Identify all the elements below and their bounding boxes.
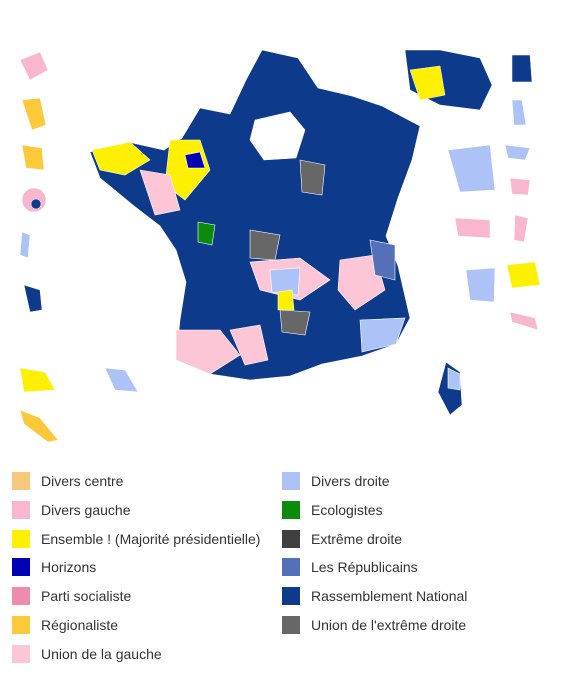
legend-label: Ecologistes [311,501,383,518]
territory [409,65,446,101]
legend-swatch [282,587,300,606]
legend-label: Les Républicains [311,559,418,576]
legend-item: Divers gauche [12,499,131,521]
region [229,324,269,366]
territory [506,261,541,289]
territory [454,217,491,239]
territory [513,214,529,243]
legend-swatch [12,644,30,663]
legend-item: Les Républicains [282,556,418,578]
region [299,159,326,196]
legend-swatch [282,529,300,548]
legend-label: Divers gauche [41,501,131,518]
legend-swatch [282,472,300,490]
region [447,367,461,391]
legend-swatch [12,616,30,634]
region [359,317,406,353]
region [175,329,241,375]
legend-item: Horizons [12,556,96,578]
territory [19,409,59,443]
legend-item: Parti socialiste [12,585,131,607]
territory [509,177,531,196]
region [91,141,151,176]
territory [511,54,533,83]
territory [19,367,56,393]
region [184,151,206,169]
territory [511,99,527,126]
territory [465,267,496,303]
region [279,309,311,336]
map [19,49,541,443]
region [249,229,281,261]
territory [104,367,139,393]
legend-item: Ecologistes [282,499,383,521]
legend-item: Extrême droite [282,528,402,550]
legend-label: Union de la gauche [41,645,162,662]
legend-label: Parti socialiste [41,588,132,605]
region [139,169,181,216]
legend: Divers centre Divers gauche Ensemble ! (Ma… [0,466,563,676]
legend-label: Horizons [41,559,97,576]
legend-item: Divers droite [282,470,390,492]
legend-label: Union de l'extrême droite [311,617,467,633]
territory [447,144,496,193]
legend-item: Divers centre [12,470,123,492]
legend-label: Rassemblement National [311,588,468,605]
france [89,49,421,381]
territory [30,198,42,210]
legend-swatch [12,558,30,577]
legend-item: Régionaliste [12,614,118,636]
region [197,221,216,246]
territory [509,311,539,331]
legend-label: Extrême droite [311,530,403,547]
territory [504,144,531,161]
legend-swatch [282,616,300,634]
legend-item: Ensemble ! (Majorité présidentielle) [12,528,260,550]
legend-label: Régionaliste [41,617,119,633]
legend-item: Union de l'extrême droite [282,614,466,636]
legend-swatch [12,500,30,519]
legend-swatch [12,587,30,606]
legend-swatch [12,529,30,548]
legend-swatch [282,558,300,577]
region [337,254,386,311]
paris [249,111,306,161]
overseas [19,49,541,443]
legend-swatch [12,472,30,490]
metropole [89,49,463,416]
region [369,239,396,281]
legend-item: Union de la gauche [12,643,162,665]
region [269,267,301,296]
territory [21,97,47,131]
territory [19,51,49,81]
territory [23,284,43,313]
legend-label: Ensemble ! (Majorité présidentielle) [41,530,261,547]
legend-label: Divers centre [41,473,124,489]
legend-label: Divers droite [311,473,390,489]
territory [19,231,31,259]
region [277,289,295,311]
legend-swatch [282,500,300,519]
territory [21,144,45,171]
legend-item: Rassemblement National [282,585,467,607]
